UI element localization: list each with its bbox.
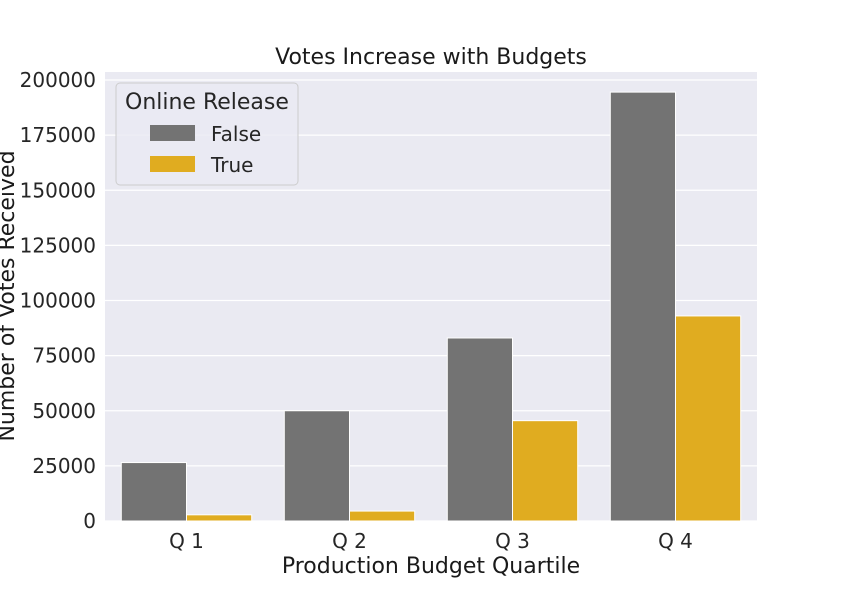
y-tick-label: 175000 [20, 123, 96, 147]
y-tick-label: 0 [83, 509, 96, 533]
y-tick-label: 25000 [32, 454, 96, 478]
x-axis-label: Production Budget Quartile [282, 554, 580, 579]
legend: Online Release False True [115, 82, 299, 186]
y-tick-label: 50000 [32, 399, 96, 423]
x-tick-label: Q 2 [332, 529, 367, 553]
y-tick-label: 200000 [20, 68, 96, 92]
bar-true-q1 [186, 514, 253, 522]
y-axis-label: Number of Votes Received [0, 150, 20, 441]
bar-false-q1 [120, 462, 187, 522]
bar-false-q2 [283, 410, 350, 522]
bar-true-q3 [512, 420, 579, 522]
y-tick-label: 100000 [20, 289, 96, 313]
bar-false-q3 [446, 337, 513, 522]
y-tick-label: 75000 [32, 344, 96, 368]
y-tick-labels: 0 25000 50000 75000 100000 125000 150000 175000… [20, 68, 96, 533]
legend-title: Online Release [125, 90, 289, 115]
legend-swatch-true [150, 156, 195, 172]
bar-false-q4 [609, 91, 676, 522]
x-tick-label: Q 4 [658, 529, 693, 553]
legend-label-false: False [211, 122, 261, 146]
legend-swatch-false [150, 125, 195, 141]
bars [120, 91, 742, 522]
x-tick-label: Q 3 [495, 529, 530, 553]
y-tick-label: 150000 [20, 178, 96, 202]
bar-true-q4 [675, 315, 742, 522]
bar-true-q2 [349, 510, 416, 522]
x-tick-label: Q 1 [169, 529, 204, 553]
x-tick-labels: Q 1 Q 2 Q 3 Q 4 [169, 529, 693, 553]
chart-title: Votes Increase with Budgets [275, 45, 587, 70]
y-tick-label: 125000 [20, 233, 96, 257]
legend-label-true: True [210, 153, 253, 177]
